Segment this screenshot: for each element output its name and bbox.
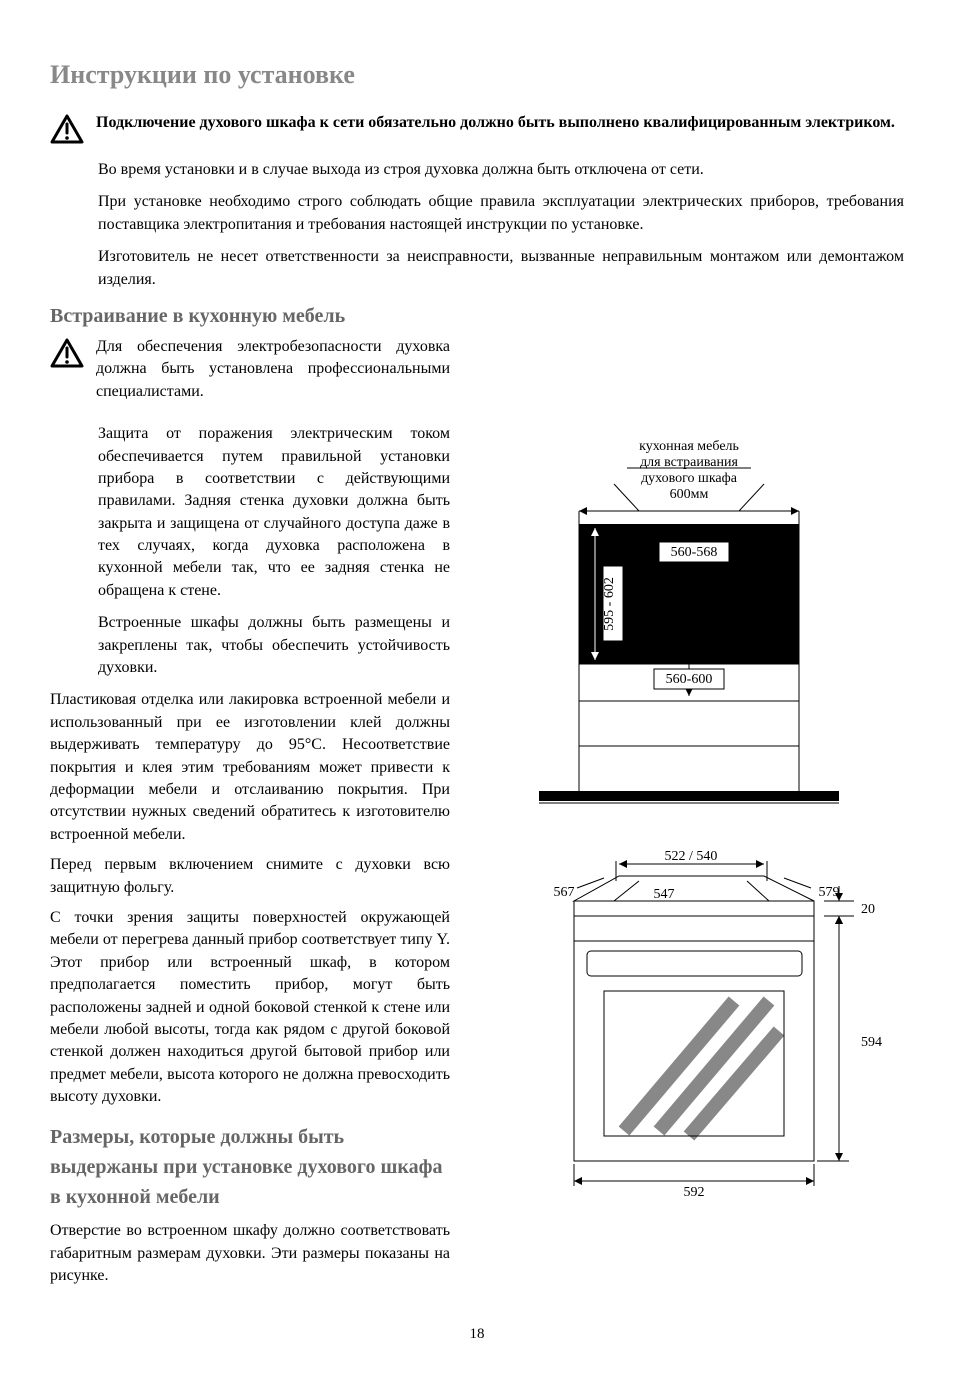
section1-para-1: Для обеспечения электробезопасности духо… <box>96 336 450 403</box>
d2-top-inner: 522 / 540 <box>665 849 718 864</box>
two-column-layout: Для обеспечения электробезопасности духо… <box>50 336 904 1296</box>
d2-left-side: 567 <box>554 885 575 900</box>
section2-para-1: Отверстие во встроенном шкафу должно соо… <box>50 1220 450 1287</box>
d1-label-top3: духового шкафа <box>641 471 738 486</box>
left-column: Для обеспечения электробезопасности духо… <box>50 336 450 1296</box>
section1-flush-1: Пластиковая отделка или лакировка встрое… <box>50 689 450 846</box>
intro-para-1: Во время установки и в случае выхода из … <box>98 159 904 181</box>
warning-triangle-icon <box>50 114 84 149</box>
d1-label-top1: кухонная мебель <box>639 439 739 454</box>
d1-height-opening: 595 - 602 <box>602 577 617 631</box>
page-title: Инструкции по установке <box>50 60 904 90</box>
section-heading-1: Встраивание в кухонную мебель <box>50 305 904 328</box>
d2-top-thick: 20 <box>861 902 875 917</box>
d2-height: 594 <box>861 1035 882 1050</box>
intro-para-3: Изготовитель не несет ответственности за… <box>98 246 904 291</box>
warning-triangle-icon <box>50 338 84 373</box>
right-column: кухонная мебель для встраивания духового… <box>474 336 904 1296</box>
section1-para-2: Защита от поражения электрическим током … <box>98 423 450 602</box>
d1-width-opening: 560-568 <box>671 545 718 560</box>
section1-para-3: Встроенные шкафы должны быть размещены и… <box>98 612 450 679</box>
warning-block-2: Для обеспечения электробезопасности духо… <box>50 336 450 413</box>
section-heading-2: Размеры, которые должны быть выдержаны п… <box>50 1122 450 1212</box>
d2-inner-547: 547 <box>654 887 675 902</box>
d1-width-total: 600мм <box>670 487 709 502</box>
section1-flush-2: Перед первым включением снимите с духовк… <box>50 854 450 899</box>
warning-text: Подключение духового шкафа к сети обязат… <box>96 112 895 134</box>
oven-dimensions-diagram: 522 / 540 567 547 579 <box>519 846 859 1206</box>
cabinet-diagram: кухонная мебель для встраивания духового… <box>519 436 859 816</box>
warning-block: Подключение духового шкафа к сети обязат… <box>50 112 904 149</box>
intro-para-2: При установке необходимо строго соблюдат… <box>98 191 904 236</box>
d2-width: 592 <box>684 1185 705 1200</box>
d1-depth-opening: 560-600 <box>666 672 713 687</box>
d2-right-side: 579 <box>819 885 840 900</box>
section1-flush-3: С точки зрения защиты поверхностей окруж… <box>50 907 450 1109</box>
page-number: 18 <box>50 1326 904 1343</box>
